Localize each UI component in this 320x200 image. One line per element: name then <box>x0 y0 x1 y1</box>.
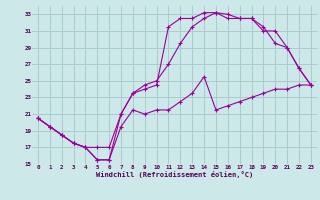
X-axis label: Windchill (Refroidissement éolien,°C): Windchill (Refroidissement éolien,°C) <box>96 171 253 178</box>
